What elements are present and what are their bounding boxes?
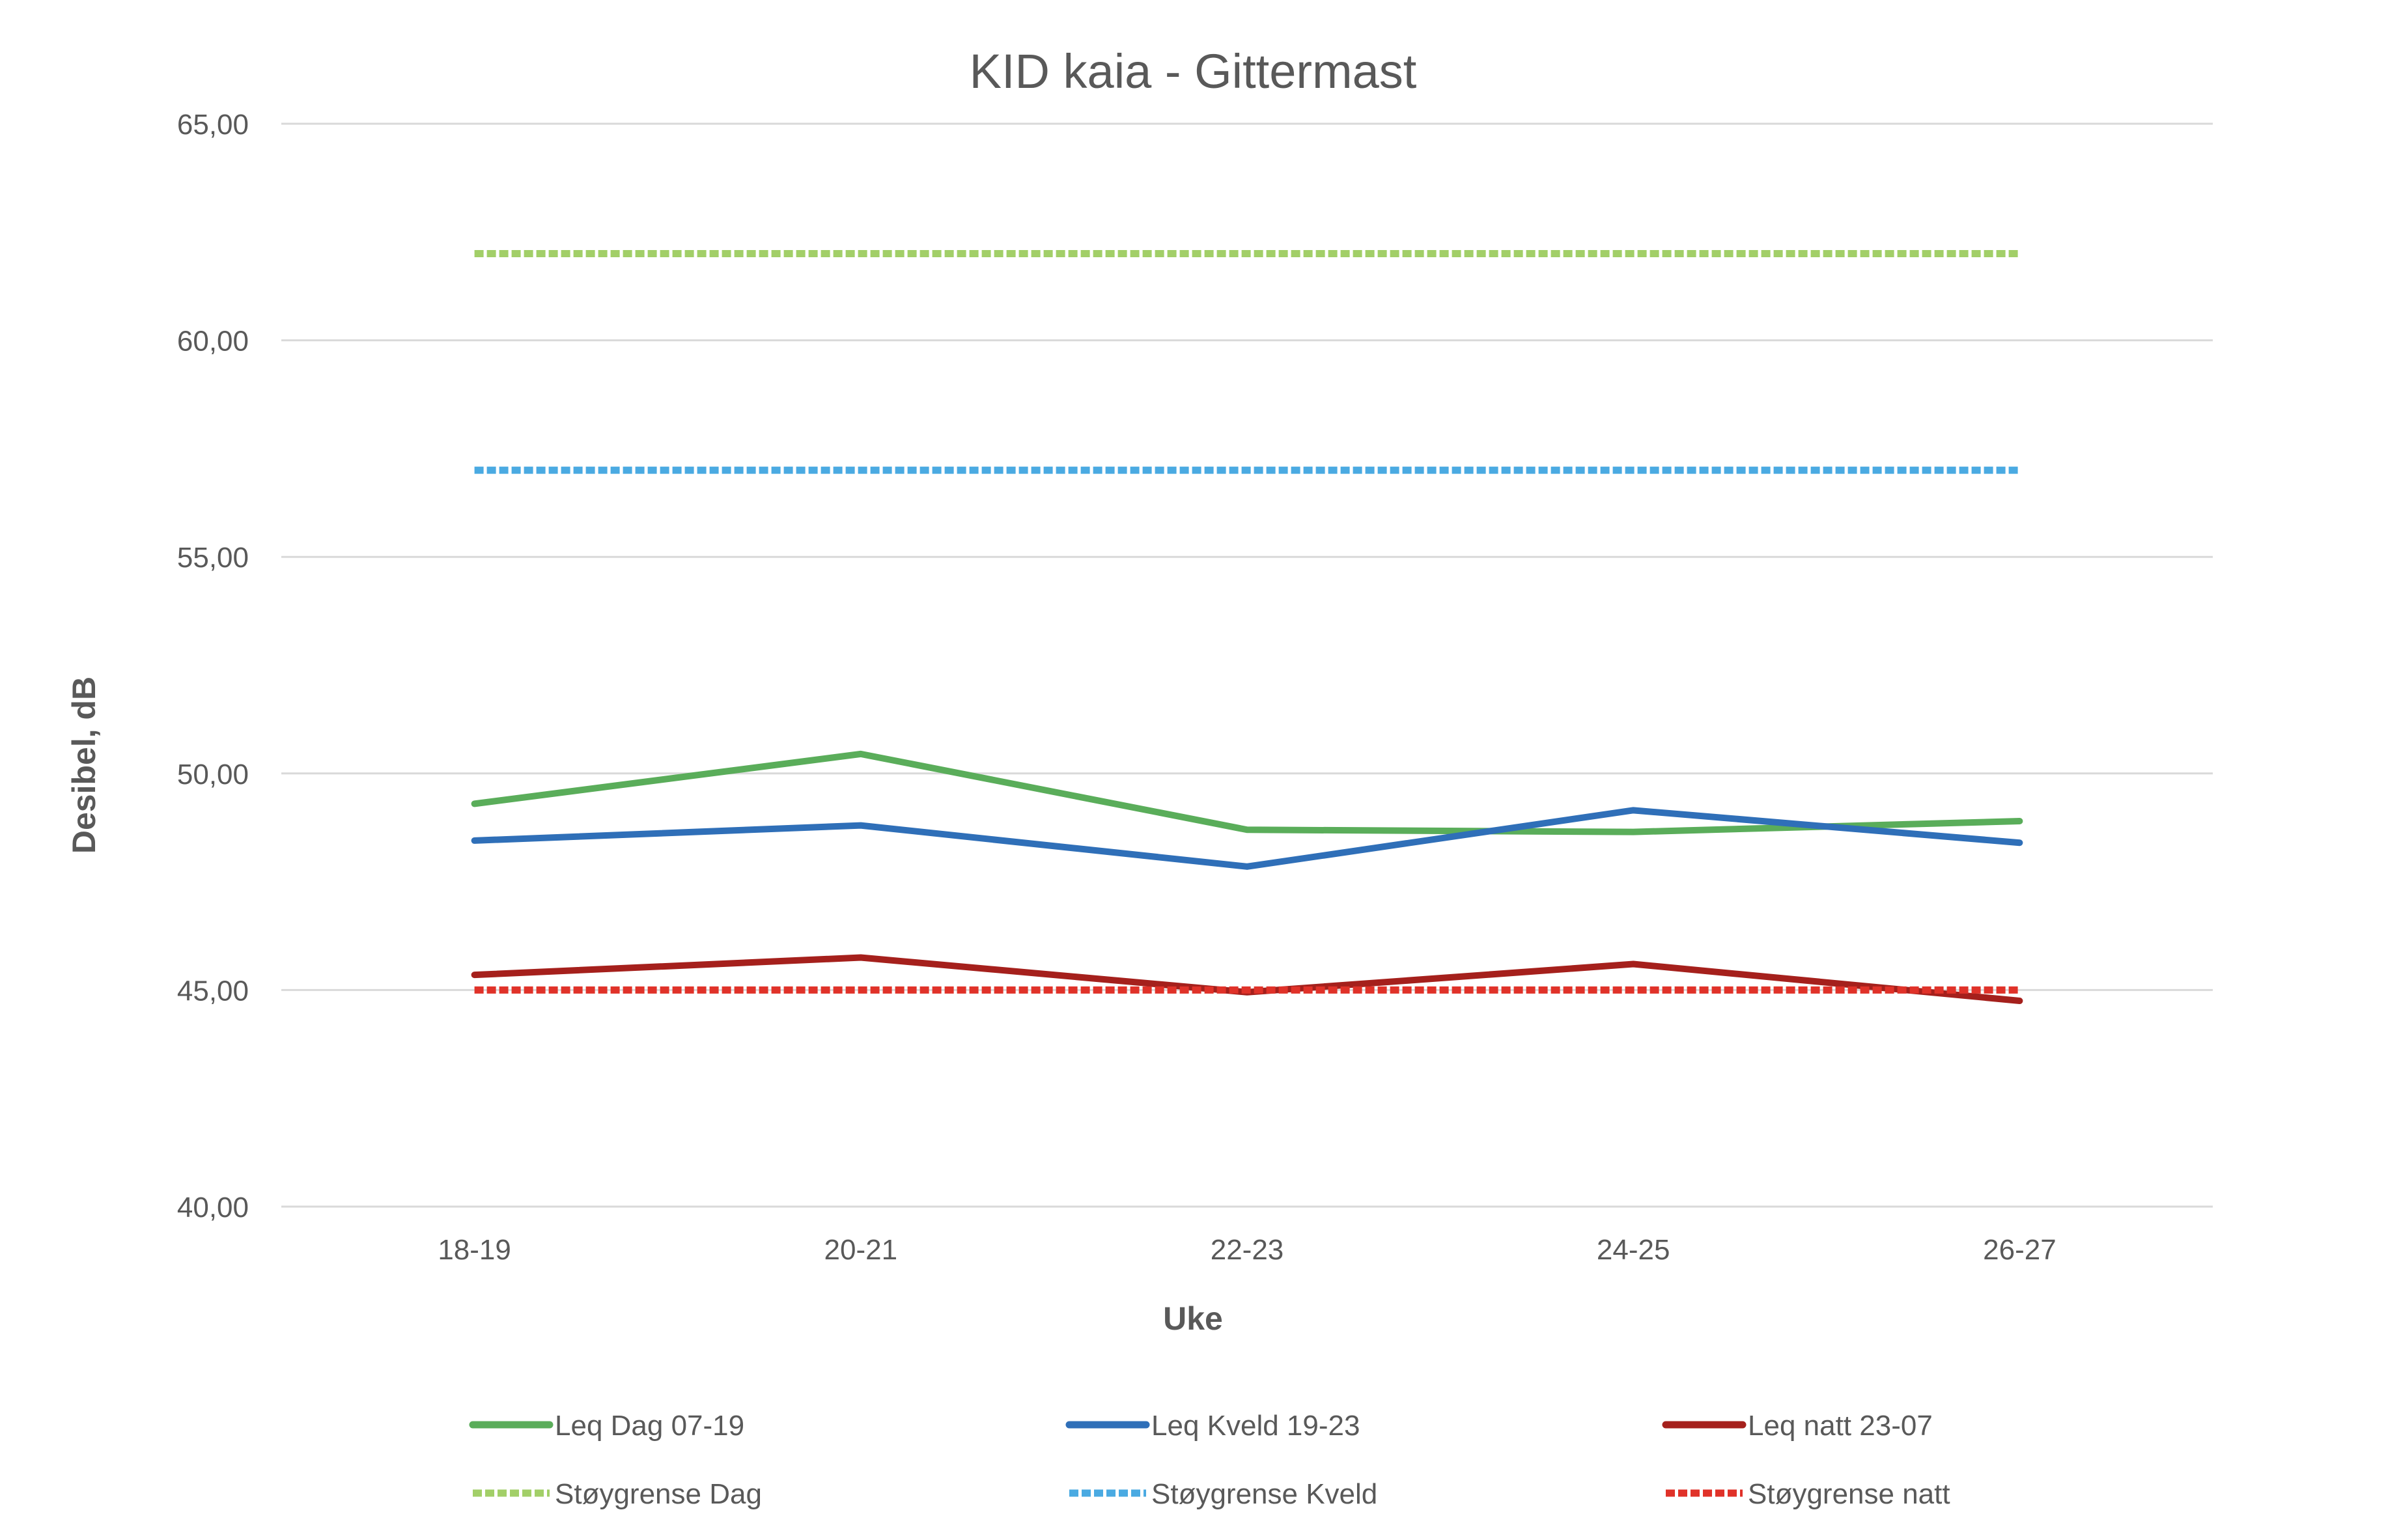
legend-entry-label: Støygrense Dag xyxy=(555,1478,762,1510)
legend-entry-label: Leq natt 23-07 xyxy=(1748,1410,1933,1442)
y-tick-label: 45,00 xyxy=(177,975,249,1007)
legend-entry-label: Støygrense natt xyxy=(1748,1478,1950,1510)
series-line xyxy=(471,807,2023,870)
legend-entry-label: Leq Kveld 19-23 xyxy=(1151,1410,1360,1442)
x-axis-ticks: 18-19 20-21 22-23 24-25 26-27 xyxy=(438,1234,2056,1266)
x-tick-label: 20-21 xyxy=(824,1234,898,1266)
legend-entry-label: Leq Dag 07-19 xyxy=(555,1410,744,1442)
gridlines xyxy=(281,122,2213,1208)
x-tick-label: 18-19 xyxy=(438,1234,511,1266)
chart-title: KID kaia - Gittermast xyxy=(970,44,1417,98)
series-line xyxy=(471,750,2023,835)
legend-entry-label: Støygrense Kveld xyxy=(1151,1478,1377,1510)
x-tick-label: 22-23 xyxy=(1211,1234,1284,1266)
legend: Leq Dag 07-19 Leq Kveld 19-23 Leq natt 23-… xyxy=(469,1410,1950,1510)
y-tick-label: 60,00 xyxy=(177,326,249,357)
y-tick-label: 65,00 xyxy=(177,109,249,141)
x-tick-label: 24-25 xyxy=(1597,1234,1670,1266)
y-axis-ticks: 40,00 45,00 50,00 55,00 60,00 65,00 xyxy=(177,109,249,1224)
y-tick-label: 50,00 xyxy=(177,759,249,791)
series-line xyxy=(471,954,2023,1005)
series-lines xyxy=(471,250,2023,1005)
y-axis-label: Desibel, dB xyxy=(66,677,102,854)
x-tick-label: 26-27 xyxy=(1983,1234,2056,1266)
y-tick-label: 55,00 xyxy=(177,542,249,574)
x-axis-label: Uke xyxy=(1163,1300,1223,1337)
y-tick-label: 40,00 xyxy=(177,1192,249,1224)
